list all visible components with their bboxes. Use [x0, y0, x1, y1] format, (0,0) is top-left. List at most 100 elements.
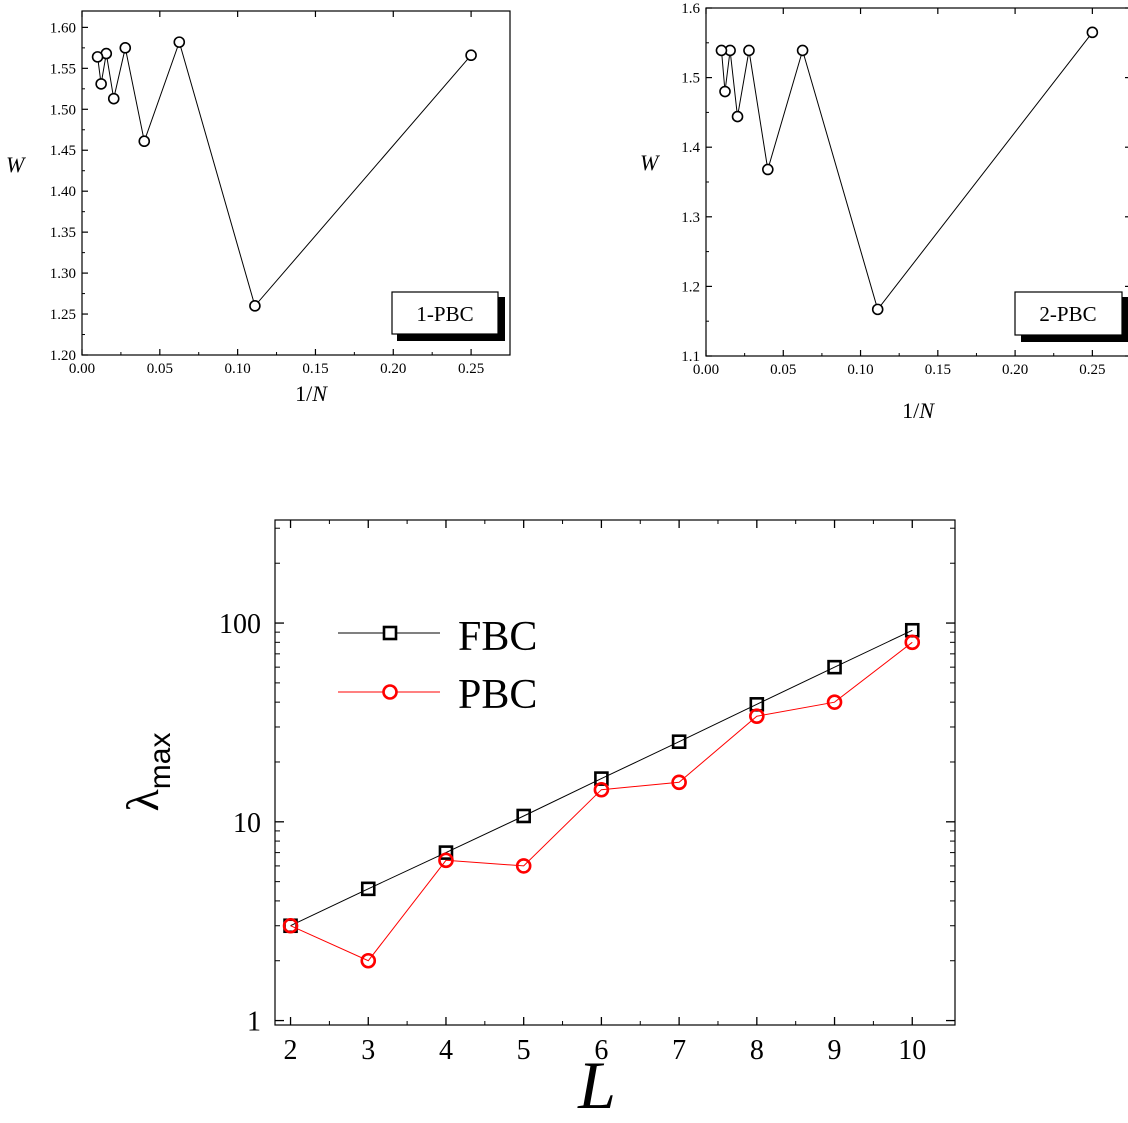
y-tick-label: 1.20: [50, 348, 76, 364]
data-point-fbc: [438, 845, 454, 860]
data-point: [762, 163, 774, 176]
x-tick-label: 7: [672, 1035, 686, 1066]
data-point-pbc: [749, 708, 765, 724]
data-point-pbc: [438, 852, 454, 869]
chart-1pbc: 0.00 0.05 0.10 0.15 0.20 0.25 1.20 1.25 1.30 1.3…: [6, 10, 511, 406]
data-point-fbc: [594, 771, 609, 786]
x-axis-title: 1/N: [295, 381, 328, 406]
data-point-pbc: [671, 774, 687, 791]
y-tick-label: 1.35: [50, 225, 76, 241]
legend-box: 1-PBC: [391, 291, 505, 341]
x-tick-label: 0.25: [1079, 362, 1105, 378]
x-axis-title: 1/N: [902, 398, 935, 423]
x-tick-label: 0.20: [1002, 362, 1028, 378]
plot-frame: [81, 10, 511, 356]
series-line: [721, 32, 1093, 311]
y-tick-label: 1.60: [50, 20, 76, 36]
y-axis: 1 10 100: [219, 527, 955, 1038]
legend-label: 1-PBC: [416, 302, 473, 326]
legend-label-pbc: PBC: [458, 672, 537, 718]
x-tick-label: 0.05: [147, 361, 173, 377]
y-tick-label: 10: [233, 808, 261, 839]
y-tick-label: 1.3: [681, 210, 700, 226]
series-markers: [715, 26, 1099, 316]
chart-2pbc: 0.00 0.05 0.10 0.15 0.20 0.25 1.1 1.2 1.3 1.4 1.5…: [640, 1, 1128, 423]
legend-marker-pbc: [382, 684, 398, 700]
data-point: [173, 36, 186, 48]
y-tick-label: 1.30: [50, 266, 76, 282]
y-tick-label: 1.50: [50, 102, 76, 118]
y-axis-title: λmax: [117, 733, 177, 812]
data-point: [871, 303, 884, 316]
x-tick-label: 0.05: [770, 362, 796, 378]
series-markers: [91, 36, 477, 312]
data-point: [743, 44, 755, 57]
data-point: [731, 110, 744, 123]
x-tick-label: 0.15: [302, 361, 328, 377]
data-point-pbc: [282, 917, 299, 934]
chart-lambda-max: 2 3 4 5 6 7 8 9 10 1 10 100 λmax L FBC PBC: [117, 519, 956, 1123]
legend-box: 2-PBC: [1014, 291, 1128, 342]
x-axis-title: L: [577, 1047, 616, 1118]
data-point-fbc: [671, 734, 687, 749]
x-tick-label: 0.00: [693, 362, 719, 378]
y-tick-label: 1.1: [681, 349, 700, 365]
data-point: [465, 49, 477, 62]
data-point: [91, 51, 104, 63]
data-point: [107, 92, 120, 105]
x-tick-label: 0.15: [925, 362, 951, 378]
y-tick-label: 100: [219, 609, 261, 640]
x-axis: 0.00 0.05 0.10 0.15 0.20 0.25: [693, 8, 1105, 378]
data-point: [715, 44, 728, 57]
series-line-pbc: [290, 641, 913, 962]
y-tick-label: 1.40: [50, 184, 76, 200]
x-tick-label: 0.00: [69, 361, 95, 377]
x-tick-label: 0.10: [847, 362, 873, 378]
y-tick-label: 1.55: [50, 61, 76, 77]
data-point-pbc: [360, 952, 377, 969]
y-axis: 1.1 1.2 1.3 1.4 1.5 1.6: [681, 1, 1128, 365]
x-axis: 0.00 0.05 0.10 0.15 0.20 0.25: [69, 11, 484, 377]
x-tick-label: 6: [594, 1035, 608, 1066]
x-tick-label: 0.25: [458, 361, 484, 377]
series-group: [282, 622, 921, 969]
y-tick-label: 1.2: [681, 279, 700, 295]
data-point: [249, 300, 261, 312]
legend-label: 2-PBC: [1039, 302, 1096, 326]
series-line-fbc: [290, 629, 913, 927]
x-tick-label: 4: [439, 1035, 453, 1066]
x-tick-label: 8: [750, 1035, 764, 1066]
y-tick-label: 1: [247, 1007, 261, 1038]
data-point: [796, 44, 809, 57]
data-point-fbc: [516, 808, 531, 824]
data-point-pbc: [826, 694, 843, 710]
data-point: [1086, 26, 1099, 39]
data-point-fbc: [827, 659, 842, 675]
y-axis-title: W: [6, 152, 26, 177]
x-tick-label: 0.20: [380, 361, 406, 377]
svg-text:λmax: λmax: [117, 733, 177, 812]
data-point-pbc: [515, 858, 532, 874]
data-point: [719, 85, 731, 98]
x-tick-label: 10: [898, 1035, 926, 1066]
y-tick-label: 1.45: [50, 143, 76, 159]
y-tick-label: 1.25: [50, 307, 76, 323]
data-point: [95, 78, 107, 90]
y-tick-label: 1.5: [681, 71, 700, 87]
legend-marker-fbc: [382, 625, 398, 641]
data-point-pbc: [904, 634, 921, 651]
data-point-pbc: [593, 781, 610, 798]
legend-label-fbc: FBC: [458, 614, 537, 660]
x-tick-label: 9: [828, 1035, 842, 1066]
x-axis: 2 3 4 5 6 7 8 9 10: [284, 520, 926, 1066]
data-point: [119, 42, 132, 54]
x-tick-label: 2: [284, 1035, 298, 1066]
plot-frame: [274, 519, 956, 1026]
data-point: [138, 135, 151, 148]
y-axis: 1.20 1.25 1.30 1.35 1.40 1.45 1.50 1.55 1.60: [50, 20, 88, 364]
y-axis-title: W: [640, 150, 660, 175]
x-tick-label: 5: [517, 1035, 531, 1066]
x-tick-label: 3: [361, 1035, 375, 1066]
legend: FBC PBC: [338, 614, 537, 718]
